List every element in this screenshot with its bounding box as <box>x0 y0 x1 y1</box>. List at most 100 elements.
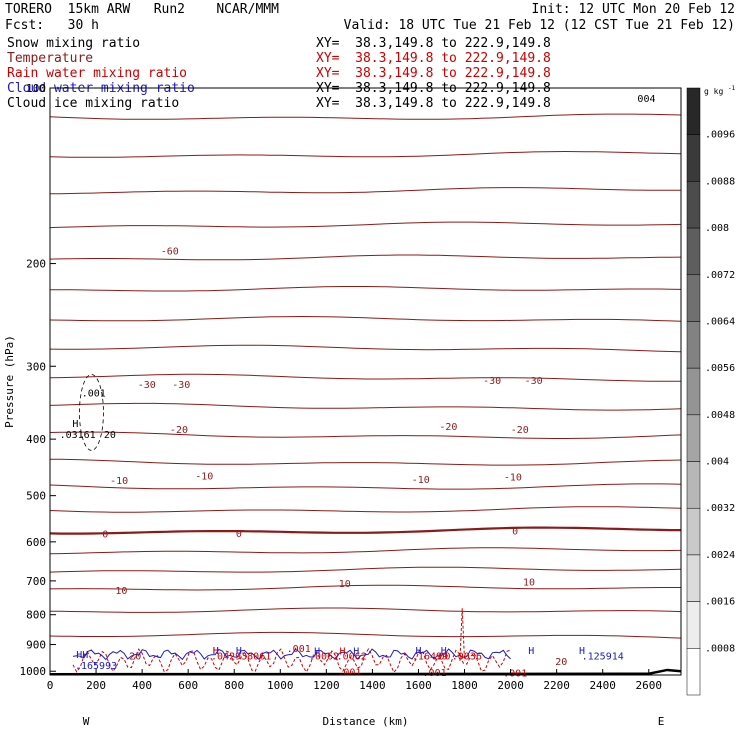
x-tick-label: 1600 <box>405 679 432 692</box>
isotherm-label: -20 <box>439 422 457 433</box>
colorbar-segment <box>686 321 701 369</box>
y-tick-label: 100 <box>26 82 46 95</box>
colorbar: .0096 .0088 .008 .0072 .0064 .0056 .0048 .004 .0… <box>686 85 736 696</box>
x-end-label-east: E <box>658 715 665 728</box>
y-tick-label: 900 <box>26 639 46 652</box>
isotherm-label: -10 <box>504 473 522 484</box>
cloud-water-label: H <box>353 647 359 658</box>
x-tick-label: 1000 <box>267 679 294 692</box>
isotherm-line <box>49 402 682 411</box>
rain-contour <box>459 608 466 661</box>
colorbar-tick-label: .0048 <box>705 410 735 421</box>
ice-label: 20 <box>104 430 116 441</box>
isotherm-line <box>49 187 681 195</box>
rain-contour <box>72 647 511 674</box>
rain-label: .001 <box>337 668 361 679</box>
ice-label: .03161 <box>60 430 96 441</box>
x-tick-label: 0 <box>47 679 54 692</box>
isotherm-line <box>49 458 682 466</box>
isotherm-label: 10 <box>115 586 127 597</box>
isotherm-line <box>49 506 682 513</box>
isotherm-line <box>49 631 682 639</box>
y-tick-label: 600 <box>26 536 46 549</box>
x-tick-label: 1800 <box>451 679 478 692</box>
isotherm-label: 0 <box>236 529 242 540</box>
contour-labels: -60 -30 -30 -30 -30 -20 -20 -20 -10 -10 -10 -10 0 0 0 1… <box>60 94 656 680</box>
isotherm-line <box>49 254 682 261</box>
isotherm-label: 10 <box>523 578 535 589</box>
rain-label: .0062 <box>337 652 367 663</box>
colorbar-tick-label: .0072 <box>705 270 735 281</box>
y-tick-label: 300 <box>26 360 46 373</box>
colorbar-segment <box>686 507 701 556</box>
colorbar-tick-label: .0024 <box>705 550 735 561</box>
cloud-water-label: H <box>528 646 534 657</box>
x-tick-label: 1400 <box>359 679 386 692</box>
y-tick-label: 1000 <box>20 665 47 678</box>
rain-label: .0036 <box>452 652 482 663</box>
isotherm-line <box>49 221 682 229</box>
cloud-water-label: H <box>236 646 242 657</box>
isotherm-label: -10 <box>412 475 430 486</box>
rain-label: .001 <box>503 668 527 679</box>
isotherm-label: -30 <box>138 380 156 391</box>
isotherm-label: -20 <box>511 425 529 436</box>
cloud-water-label: .125914 <box>582 652 624 663</box>
colorbar-segment <box>686 367 701 416</box>
rain-label: .16499 <box>412 652 448 663</box>
isotherm-line <box>49 526 681 535</box>
isotherm-label: -10 <box>110 476 128 487</box>
x-tick-label: 800 <box>224 679 244 692</box>
colorbar-tick-label: .0056 <box>705 363 735 374</box>
rain-label: .042938061 <box>211 652 271 663</box>
colorbar-tick-label: .0096 <box>705 130 735 141</box>
isotherm-label: 20 <box>129 652 141 663</box>
legend-cloud-ice-name: Cloud ice mixing ratio <box>7 96 180 111</box>
x-tick-label: 2400 <box>589 679 616 692</box>
cloud-water-label: H <box>213 646 219 657</box>
legend-snow-xy: XY= 38.3,149.8 to 222.9,149.8 <box>316 36 551 51</box>
isotherm-line <box>49 566 682 573</box>
rain-label: H <box>339 647 345 658</box>
cloud-water-label: .165993 <box>75 661 117 672</box>
colorbar-tick-label: .0008 <box>705 643 735 654</box>
isotherm-label: -30 <box>172 380 190 391</box>
colorbar-tick-label: .0032 <box>705 503 735 514</box>
x-end-label-west: W <box>83 715 90 728</box>
cloud-water-label: H <box>415 646 421 657</box>
x-tick-label: 200 <box>86 679 106 692</box>
colorbar-tick-label: .008 <box>705 223 729 234</box>
colorbar-unit: g kg <box>704 87 723 96</box>
contour-lines <box>49 113 682 676</box>
rain-label: .001 <box>287 644 311 655</box>
isotherm-line <box>49 584 681 591</box>
isotherm-line <box>49 150 682 158</box>
x-tick-label: 2000 <box>497 679 524 692</box>
snow-label: 004 <box>637 94 655 105</box>
colorbar-tick-label: .0016 <box>705 597 735 608</box>
colorbar-segment <box>686 87 701 135</box>
cloud-water-label: H <box>579 646 585 657</box>
y-tick-label: 700 <box>26 575 46 588</box>
plot-axes: 0 200 400 600 800 1000 1200 1400 1600 1800 2000 220… <box>3 82 682 728</box>
plot-frame <box>49 87 682 676</box>
isotherm-line <box>49 607 682 613</box>
y-axis-label: Pressure (hPa) <box>3 335 16 428</box>
ice-label: .001 <box>82 389 106 400</box>
colorbar-segment <box>686 227 701 276</box>
x-tick-label: 1200 <box>313 679 340 692</box>
legend-temperature-name: Temperature <box>7 51 94 66</box>
x-tick-label: 600 <box>178 679 198 692</box>
colorbar-unit-exponent: -1 <box>728 85 736 92</box>
colorbar-segment <box>686 414 701 462</box>
isotherm-line <box>49 315 682 322</box>
isotherm-label: 0 <box>102 529 108 540</box>
ice-contour <box>79 374 104 451</box>
colorbar-segment <box>686 181 701 229</box>
isotherm-line <box>49 483 682 490</box>
x-tick-label: 400 <box>132 679 152 692</box>
y-tick-label: 500 <box>26 490 46 503</box>
isotherm-label: -30 <box>525 376 543 387</box>
isotherm-line <box>49 373 682 382</box>
